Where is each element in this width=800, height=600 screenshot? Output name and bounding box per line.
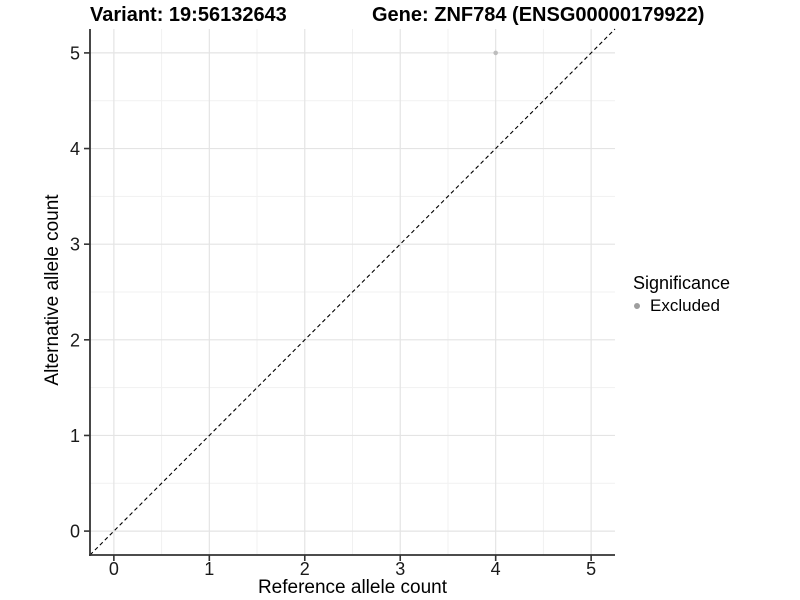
y-tick-label: 0 xyxy=(70,522,80,542)
y-tick-label: 1 xyxy=(70,426,80,446)
x-tick-label: 0 xyxy=(109,559,119,579)
y-tick-label: 3 xyxy=(70,235,80,255)
x-tick-label: 1 xyxy=(204,559,214,579)
plot-title-variant: Variant: 19:56132643 xyxy=(90,4,287,26)
y-tick-label: 4 xyxy=(70,139,80,159)
legend-title: Significance xyxy=(633,273,731,293)
y-tick-label: 5 xyxy=(70,43,80,63)
x-tick-label: 4 xyxy=(491,559,501,579)
x-axis-title: Reference allele count xyxy=(257,577,448,598)
legend-item-excluded: Excluded xyxy=(630,296,730,315)
y-tick-label: 2 xyxy=(70,330,80,350)
legend-point-icon xyxy=(634,302,640,309)
legend-item-label: Excluded xyxy=(650,295,720,315)
data-point xyxy=(493,50,498,56)
plot-title-gene: Gene: ZNF784 (ENSG00000179922) xyxy=(372,4,705,26)
identity-line xyxy=(89,28,616,556)
x-tick-label: 5 xyxy=(586,559,596,579)
legend: Significance Excluded xyxy=(630,272,730,315)
x-tick-label: 3 xyxy=(395,559,405,579)
x-tick-label: 2 xyxy=(300,559,310,579)
